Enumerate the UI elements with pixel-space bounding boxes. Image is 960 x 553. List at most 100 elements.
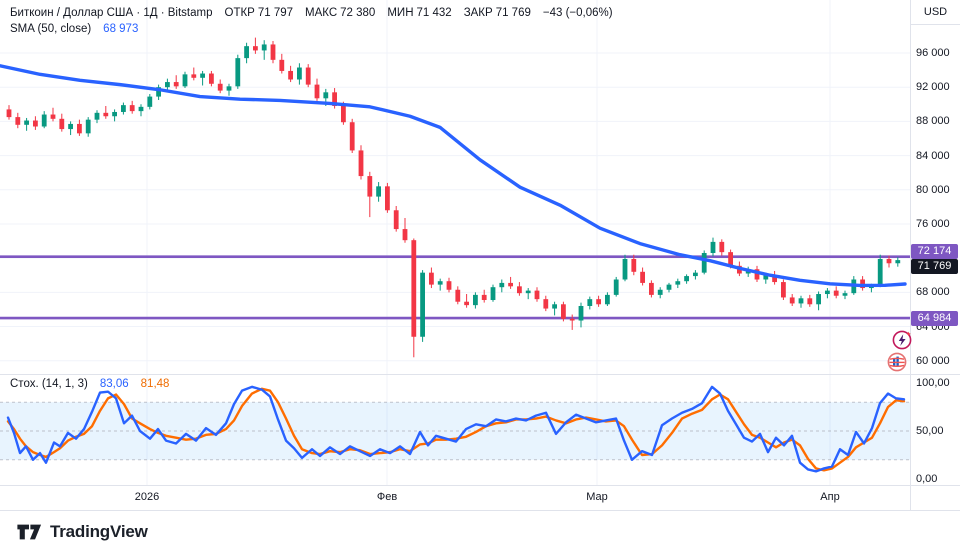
candle [640, 271, 645, 283]
candle [473, 294, 478, 306]
sma-value: 68 973 [103, 23, 139, 35]
candle [288, 70, 293, 80]
striped-globe-icon[interactable] [886, 351, 908, 373]
candle [807, 298, 813, 305]
candle [675, 281, 681, 285]
candle [270, 44, 276, 60]
candle [464, 301, 469, 306]
candle [385, 186, 390, 211]
stoch-label[interactable]: Стох. (14, 1, 3) [10, 378, 88, 390]
stoch-k-value: 83,06 [99, 378, 129, 390]
tradingview-logo-text: TradingView [50, 522, 148, 541]
candle [613, 279, 619, 295]
candle [261, 44, 267, 51]
candle [138, 106, 144, 112]
candle [85, 119, 91, 134]
candle [525, 290, 531, 294]
candle [429, 272, 434, 285]
candle [217, 83, 223, 91]
pane-separator[interactable] [0, 374, 960, 375]
candle [358, 150, 364, 177]
sma-line[interactable] [0, 64, 907, 288]
time-axis-separator [0, 485, 960, 486]
high-value: МАКС 72 380 [305, 7, 376, 19]
candle [182, 74, 188, 87]
candle [816, 294, 821, 305]
candle [587, 299, 593, 306]
candle [895, 260, 901, 264]
price-tick-label: 68 000 [916, 286, 950, 299]
candle [877, 258, 883, 286]
candle [719, 241, 725, 253]
candle [693, 272, 698, 277]
candle [393, 210, 399, 230]
candle [376, 186, 381, 197]
candle [68, 123, 73, 130]
candle [842, 293, 848, 296]
time-tick-label: Фев [376, 491, 398, 503]
sma-label[interactable]: SMA (50, close) [10, 23, 92, 35]
candle [754, 269, 760, 280]
candle [156, 87, 161, 97]
candle [622, 258, 628, 280]
close-value: ЗАКР 71 769 [463, 7, 531, 19]
boost-lightning-icon[interactable] [891, 329, 913, 351]
candle [200, 73, 205, 78]
tradingview-logo[interactable]: TradingView [16, 520, 148, 544]
candle [173, 82, 179, 87]
candle [833, 290, 839, 296]
candle [253, 46, 258, 51]
stochastic-pane [0, 385, 910, 473]
currency-label: USD [911, 0, 960, 25]
candle [77, 123, 82, 134]
candle [631, 258, 637, 272]
candle [226, 86, 232, 91]
candle [50, 114, 56, 119]
candle [411, 240, 417, 337]
candle [781, 282, 786, 298]
candle [543, 299, 549, 309]
candle [24, 120, 29, 125]
price-tick-label: 96 000 [916, 47, 950, 59]
stoch-tick-label: 0,00 [916, 473, 938, 485]
price-axis-border [910, 0, 911, 510]
candle [129, 105, 135, 112]
tradingview-logo-mark [17, 524, 42, 540]
candle [341, 105, 346, 123]
price-tick-label: 80 000 [916, 183, 950, 196]
price-axis[interactable]: USD 72 174 71 769 64 984 96 000 92 000 88 … [911, 0, 960, 510]
candle [103, 112, 109, 117]
candle [578, 305, 584, 321]
candle [209, 73, 214, 84]
candle [728, 252, 733, 266]
candle [798, 298, 804, 304]
candle [552, 304, 557, 309]
candle [825, 290, 830, 295]
candle [121, 105, 126, 112]
candle [517, 286, 522, 294]
candle [649, 282, 654, 295]
candle [33, 120, 38, 127]
candle [569, 318, 575, 321]
candle [367, 176, 373, 197]
stoch-d-value: 81,48 [140, 378, 170, 390]
candle [596, 299, 601, 305]
stoch-k-line [6, 385, 906, 473]
candle [437, 281, 443, 285]
candle [15, 117, 21, 125]
candle [666, 284, 672, 290]
candle [244, 46, 249, 59]
symbol-title[interactable]: Биткоин / Доллар США · 1Д · Bitstamp [10, 7, 213, 19]
candle [279, 59, 285, 71]
price-tick-label: 88 000 [916, 115, 950, 128]
chart-canvas[interactable] [0, 0, 910, 485]
candle [886, 258, 892, 264]
candle [446, 281, 452, 290]
candle [41, 114, 47, 127]
level-price-badge: 72 174 [911, 243, 958, 259]
candle [420, 272, 425, 337]
bottom-separator [0, 510, 960, 511]
time-axis[interactable]: 2026 Фев Мар Апр [0, 486, 910, 510]
candle [684, 276, 689, 282]
stochastic-legend: Стох. (14, 1, 3) 83,06 81,48 [10, 378, 169, 390]
